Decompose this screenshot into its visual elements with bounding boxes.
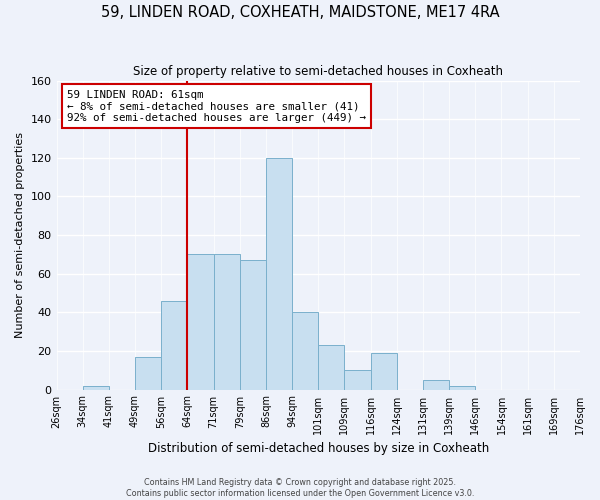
Bar — [161, 300, 187, 390]
Text: 59, LINDEN ROAD, COXHEATH, MAIDSTONE, ME17 4RA: 59, LINDEN ROAD, COXHEATH, MAIDSTONE, ME… — [101, 5, 499, 20]
Text: Contains HM Land Registry data © Crown copyright and database right 2025.
Contai: Contains HM Land Registry data © Crown c… — [126, 478, 474, 498]
Bar — [371, 353, 397, 390]
Bar — [292, 312, 318, 390]
X-axis label: Distribution of semi-detached houses by size in Coxheath: Distribution of semi-detached houses by … — [148, 442, 489, 455]
Bar — [240, 260, 266, 390]
Y-axis label: Number of semi-detached properties: Number of semi-detached properties — [15, 132, 25, 338]
Bar — [214, 254, 240, 390]
Bar — [423, 380, 449, 390]
Bar — [344, 370, 371, 390]
Bar — [83, 386, 109, 390]
Bar — [318, 345, 344, 390]
Title: Size of property relative to semi-detached houses in Coxheath: Size of property relative to semi-detach… — [133, 65, 503, 78]
Bar — [266, 158, 292, 390]
Bar — [449, 386, 475, 390]
Bar — [187, 254, 214, 390]
Text: 59 LINDEN ROAD: 61sqm
← 8% of semi-detached houses are smaller (41)
92% of semi-: 59 LINDEN ROAD: 61sqm ← 8% of semi-detac… — [67, 90, 366, 123]
Bar — [135, 356, 161, 390]
